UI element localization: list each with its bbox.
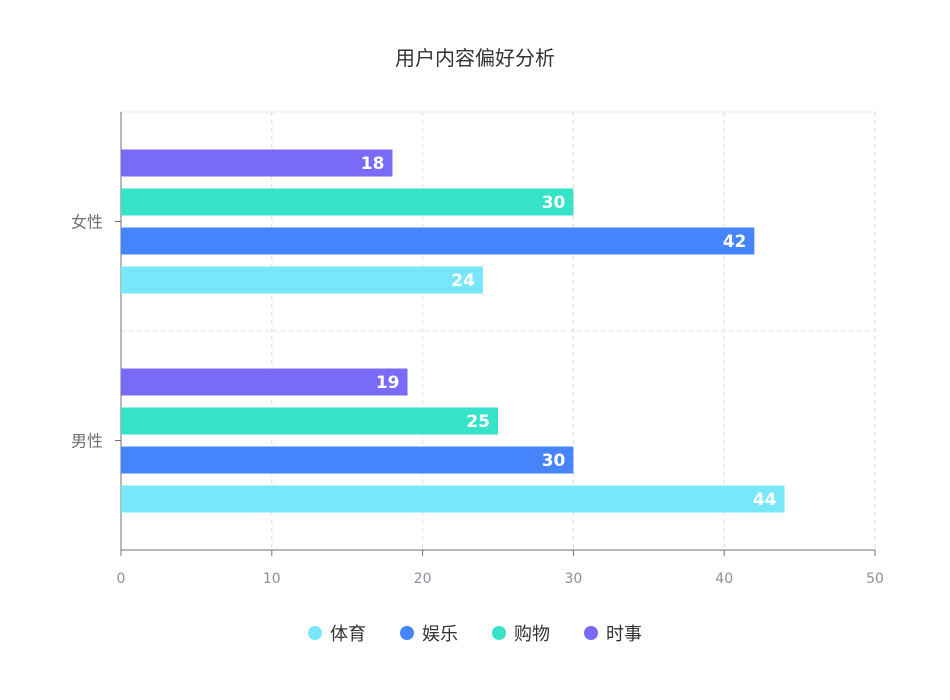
data-label: 44 bbox=[753, 490, 777, 510]
data-label: 30 bbox=[542, 193, 566, 213]
legend-label: 体育 bbox=[330, 624, 366, 645]
data-label: 42 bbox=[723, 232, 747, 252]
bar bbox=[121, 368, 408, 396]
y-tick-label: 女性 bbox=[71, 213, 103, 232]
legend-marker-icon bbox=[308, 626, 322, 640]
data-label: 18 bbox=[361, 154, 385, 174]
legend-item[interactable]: 购物 bbox=[492, 620, 550, 646]
legend-item[interactable]: 体育 bbox=[308, 620, 366, 646]
x-tick-label: 30 bbox=[564, 571, 582, 587]
x-tick-label: 10 bbox=[263, 571, 281, 587]
bar bbox=[121, 266, 483, 294]
bar bbox=[121, 407, 498, 435]
data-label: 30 bbox=[542, 451, 566, 471]
x-tick-label: 20 bbox=[414, 571, 432, 587]
legend-item[interactable]: 娱乐 bbox=[400, 620, 458, 646]
bar bbox=[121, 446, 574, 474]
legend-marker-icon bbox=[584, 626, 598, 640]
chart-legend: 体育 娱乐 购物 时事 bbox=[0, 620, 950, 646]
data-label: 19 bbox=[376, 373, 400, 393]
x-tick-label: 50 bbox=[866, 571, 884, 587]
bar bbox=[121, 227, 755, 255]
x-tick-label: 0 bbox=[117, 571, 126, 587]
bar bbox=[121, 188, 574, 216]
data-label: 25 bbox=[466, 412, 490, 432]
legend-marker-icon bbox=[492, 626, 506, 640]
legend-label: 娱乐 bbox=[422, 624, 458, 645]
bar bbox=[121, 485, 785, 513]
legend-item[interactable]: 时事 bbox=[584, 620, 642, 646]
bar bbox=[121, 149, 393, 177]
y-tick-label: 男性 bbox=[71, 432, 103, 451]
legend-label: 购物 bbox=[514, 624, 550, 645]
legend-label: 时事 bbox=[606, 624, 642, 645]
x-tick-label: 40 bbox=[715, 571, 733, 587]
chart-title: 用户内容偏好分析 bbox=[395, 46, 555, 70]
legend-marker-icon bbox=[400, 626, 414, 640]
data-label: 24 bbox=[451, 271, 475, 291]
